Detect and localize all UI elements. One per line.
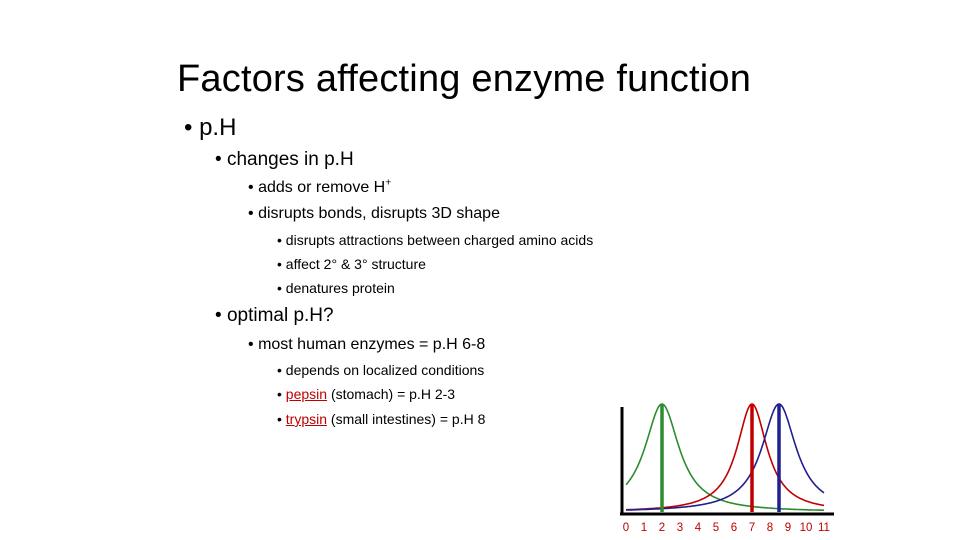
bullet-dot: • bbox=[277, 411, 282, 427]
bullet-attractions-text: disrupts attractions between charged ami… bbox=[285, 232, 594, 248]
x-tick-label: 1 bbox=[641, 522, 647, 534]
bullet-dot: • bbox=[215, 149, 222, 170]
bullet-disrupts-bonds-text: disrupts bonds, disrupts 3D shape bbox=[258, 205, 500, 222]
x-tick-label: 11 bbox=[818, 522, 830, 534]
bullet-dot: • bbox=[184, 114, 193, 141]
bullet-adds: • adds or remove H+ bbox=[248, 177, 392, 197]
x-tick-label: 4 bbox=[695, 522, 702, 534]
bullet-dot: • bbox=[277, 362, 282, 378]
x-tick-label: 6 bbox=[731, 522, 737, 534]
bullet-attractions: • disrupts attractions between charged a… bbox=[277, 232, 593, 248]
bullet-dot: • bbox=[248, 205, 254, 222]
activity-curve-3 bbox=[626, 403, 825, 511]
x-tick-label: 7 bbox=[749, 522, 755, 534]
bullet-dot: • bbox=[215, 305, 222, 326]
bullet-dot: • bbox=[277, 232, 282, 248]
peak-lines-layer bbox=[660, 404, 781, 512]
x-tick-labels: 0 1 2 3 4 5 6 7 8 9 10 11 bbox=[623, 522, 830, 534]
bullet-localized-text: depends on localized conditions bbox=[285, 362, 485, 378]
activity-curve-1 bbox=[625, 403, 824, 511]
bullet-affect: • affect 2° & 3° structure bbox=[277, 256, 426, 272]
bullet-adds-text: adds or remove H bbox=[258, 179, 386, 196]
curves-layer bbox=[625, 403, 825, 511]
bullet-most-human-text: most human enzymes = p.H 6-8 bbox=[258, 336, 486, 353]
x-tick-label: 9 bbox=[785, 522, 791, 534]
bullet-changes-text: changes in p.H bbox=[226, 149, 354, 170]
bullet-dot: • bbox=[277, 256, 282, 272]
bullet-optimal-text: optimal p.H? bbox=[226, 305, 334, 326]
bullet-most-human: • most human enzymes = p.H 6-8 bbox=[248, 336, 485, 354]
bullet-disrupts-bonds: • disrupts bonds, disrupts 3D shape bbox=[248, 205, 500, 223]
bullet-trypsin: • trypsin (small intestines) = p.H 8 bbox=[277, 411, 485, 427]
superscript-plus: + bbox=[385, 177, 392, 189]
bullet-ph-text: p.H bbox=[199, 114, 237, 141]
x-tick-label: 3 bbox=[677, 522, 683, 534]
bullet-denatures-text: denatures protein bbox=[285, 280, 395, 296]
x-tick-label: 10 bbox=[800, 522, 813, 534]
x-tick-label: 0 bbox=[623, 522, 629, 534]
bullet-changes: • changes in p.H bbox=[215, 149, 354, 171]
bullet-denatures: • denatures protein bbox=[277, 280, 395, 296]
bullet-dot: • bbox=[248, 336, 254, 353]
bullet-affect-text: affect 2° & 3° structure bbox=[285, 256, 426, 272]
bullet-trypsin-text: (small intestines) = p.H 8 bbox=[327, 411, 486, 427]
bullet-ph: • p.H bbox=[184, 114, 236, 142]
activity-curve-2 bbox=[625, 403, 825, 511]
bullet-dot: • bbox=[277, 280, 282, 296]
x-tick-label: 8 bbox=[767, 522, 773, 534]
slide-title: Factors affecting enzyme function bbox=[177, 58, 752, 100]
bullet-dot: • bbox=[248, 179, 254, 196]
pepsin-link[interactable]: pepsin bbox=[285, 386, 328, 402]
bullet-dot: • bbox=[277, 386, 282, 402]
bullet-pepsin-text: (stomach) = p.H 2-3 bbox=[327, 386, 456, 402]
x-tick-label: 5 bbox=[713, 522, 719, 534]
bullet-optimal: • optimal p.H? bbox=[215, 305, 334, 327]
trypsin-link[interactable]: trypsin bbox=[285, 411, 328, 427]
bullet-pepsin: • pepsin (stomach) = p.H 2-3 bbox=[277, 386, 455, 402]
x-tick-label: 2 bbox=[659, 522, 665, 534]
bullet-localized: • depends on localized conditions bbox=[277, 362, 484, 378]
